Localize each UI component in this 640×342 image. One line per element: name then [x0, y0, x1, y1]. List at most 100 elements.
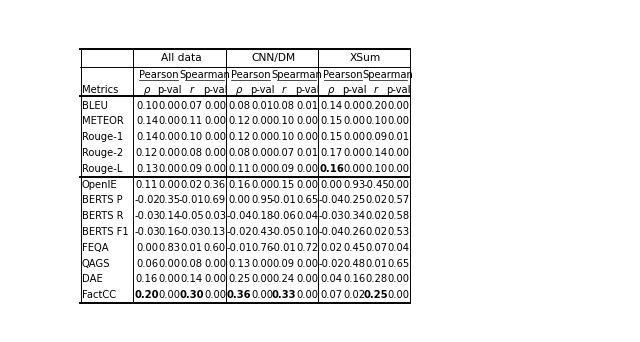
Text: -0.01: -0.01	[179, 195, 204, 205]
Text: -0.06: -0.06	[271, 211, 297, 221]
Text: Metrics: Metrics	[82, 86, 118, 95]
Text: OpenIE: OpenIE	[82, 180, 118, 189]
Text: 0.07: 0.07	[321, 290, 342, 300]
Text: 0.95: 0.95	[251, 195, 273, 205]
Text: -0.01: -0.01	[271, 195, 297, 205]
Text: -0.03: -0.03	[134, 211, 160, 221]
Text: 0.10: 0.10	[273, 132, 295, 142]
Text: 0.20: 0.20	[365, 101, 387, 110]
Text: r: r	[374, 86, 378, 95]
Text: 0.10: 0.10	[273, 116, 295, 126]
Text: 0.16: 0.16	[319, 164, 344, 174]
Text: 0.00: 0.00	[251, 164, 273, 174]
Text: ρ: ρ	[144, 86, 150, 95]
Text: 0.08: 0.08	[273, 101, 295, 110]
Text: 0.01: 0.01	[296, 101, 318, 110]
Text: 0.00: 0.00	[159, 290, 180, 300]
Text: 0.00: 0.00	[343, 148, 365, 158]
Text: 0.00: 0.00	[251, 290, 273, 300]
Text: 0.00: 0.00	[159, 274, 180, 284]
Text: 0.00: 0.00	[296, 164, 318, 174]
Text: 0.14: 0.14	[180, 274, 203, 284]
Text: 0.07: 0.07	[180, 101, 203, 110]
Text: 0.83: 0.83	[159, 243, 180, 253]
Text: Rouge-L: Rouge-L	[82, 164, 122, 174]
Text: 0.15: 0.15	[273, 180, 295, 189]
Text: p-val: p-val	[295, 86, 319, 95]
Text: 0.00: 0.00	[296, 290, 318, 300]
Text: 0.02: 0.02	[365, 211, 387, 221]
Text: METEOR: METEOR	[82, 116, 124, 126]
Text: 0.48: 0.48	[343, 259, 365, 268]
Text: Spearman: Spearman	[179, 70, 230, 80]
Text: 0.25: 0.25	[228, 274, 250, 284]
Text: p-val: p-val	[157, 86, 182, 95]
Text: 0.35: 0.35	[159, 195, 181, 205]
Text: 0.00: 0.00	[204, 132, 226, 142]
Text: 0.30: 0.30	[179, 290, 204, 300]
Text: 0.10: 0.10	[365, 164, 387, 174]
Text: 0.11: 0.11	[136, 180, 158, 189]
Text: 0.00: 0.00	[204, 274, 226, 284]
Text: 0.13: 0.13	[204, 227, 226, 237]
Text: 0.04: 0.04	[321, 274, 342, 284]
Text: -0.01: -0.01	[227, 243, 252, 253]
Text: 0.09: 0.09	[180, 164, 203, 174]
Text: p-val: p-val	[203, 86, 227, 95]
Text: 0.26: 0.26	[343, 227, 365, 237]
Text: 0.53: 0.53	[387, 227, 410, 237]
Text: 0.15: 0.15	[321, 132, 342, 142]
Text: 0.00: 0.00	[159, 259, 180, 268]
Text: Rouge-1: Rouge-1	[82, 132, 124, 142]
Text: 0.33: 0.33	[271, 290, 296, 300]
Text: Pearson: Pearson	[138, 70, 178, 80]
Text: 0.00: 0.00	[204, 116, 226, 126]
Text: 0.14: 0.14	[321, 101, 342, 110]
Text: 0.08: 0.08	[180, 148, 203, 158]
Text: 0.00: 0.00	[251, 274, 273, 284]
Text: 0.00: 0.00	[343, 132, 365, 142]
Text: 0.04: 0.04	[296, 211, 318, 221]
Text: -0.05: -0.05	[271, 227, 297, 237]
Text: 0.01: 0.01	[365, 259, 387, 268]
Text: 0.14: 0.14	[159, 211, 181, 221]
Text: 0.65: 0.65	[296, 195, 318, 205]
Text: 0.00: 0.00	[296, 132, 318, 142]
Text: 0.14: 0.14	[136, 132, 158, 142]
Text: 0.00: 0.00	[296, 274, 318, 284]
Text: 0.08: 0.08	[228, 101, 250, 110]
Text: 0.00: 0.00	[387, 180, 410, 189]
Text: -0.05: -0.05	[179, 211, 204, 221]
Text: 0.00: 0.00	[296, 180, 318, 189]
Text: 0.01: 0.01	[180, 243, 203, 253]
Text: 0.28: 0.28	[365, 274, 387, 284]
Text: 0.00: 0.00	[159, 180, 180, 189]
Text: 0.09: 0.09	[365, 132, 387, 142]
Text: BERTS P: BERTS P	[82, 195, 123, 205]
Text: 0.00: 0.00	[296, 259, 318, 268]
Text: 0.06: 0.06	[136, 259, 158, 268]
Text: FactCC: FactCC	[82, 290, 116, 300]
Text: 0.13: 0.13	[136, 164, 158, 174]
Text: QAGS: QAGS	[82, 259, 111, 268]
Text: 0.00: 0.00	[159, 116, 180, 126]
Text: Rouge-2: Rouge-2	[82, 148, 124, 158]
Text: -0.02: -0.02	[227, 227, 252, 237]
Text: 0.00: 0.00	[387, 101, 410, 110]
Text: 0.11: 0.11	[228, 164, 250, 174]
Text: 0.17: 0.17	[321, 148, 342, 158]
Text: DAE: DAE	[82, 274, 103, 284]
Text: ρ: ρ	[328, 86, 335, 95]
Text: Pearson: Pearson	[323, 70, 363, 80]
Text: r: r	[189, 86, 194, 95]
Text: 0.16: 0.16	[228, 180, 250, 189]
Text: 0.12: 0.12	[228, 132, 250, 142]
Text: 0.02: 0.02	[343, 290, 365, 300]
Text: 0.00: 0.00	[251, 116, 273, 126]
Text: 0.10: 0.10	[296, 227, 318, 237]
Text: 0.00: 0.00	[251, 180, 273, 189]
Text: 0.00: 0.00	[159, 164, 180, 174]
Text: 0.08: 0.08	[228, 148, 250, 158]
Text: 0.00: 0.00	[228, 195, 250, 205]
Text: 0.00: 0.00	[204, 101, 226, 110]
